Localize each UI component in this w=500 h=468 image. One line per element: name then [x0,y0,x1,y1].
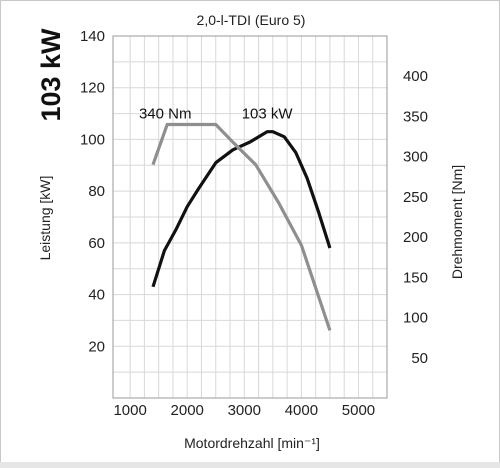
grid [112,35,388,399]
x-tick-label: 4000 [285,402,318,419]
x-tick-label: 1000 [113,402,146,419]
torque-curve [151,122,332,331]
y-left-tick-label: 40 [88,287,105,304]
chart-title: 2,0-l-TDI (Euro 5) [197,12,306,28]
y-right-tick-label: 300 [403,149,428,166]
plot-border [112,35,388,399]
y-right-tick-label: 250 [403,189,428,206]
power-peak-label: 103 kW [242,106,294,123]
y-right-tick-label: 400 [403,68,428,85]
torque-peak-label: 340 Nm [139,105,192,122]
series-group [151,122,332,331]
power-curve [151,130,332,288]
bottom-band [0,462,500,468]
y-left-tick-label: 80 [88,183,105,200]
x-tick-label: 2000 [171,402,204,419]
y-left-tick-label: 140 [80,28,105,45]
y-left-tick-label: 60 [88,235,105,252]
y-axis-right-label: Drehmoment [Nm] [449,165,465,279]
y-left-tick-label: 100 [80,131,105,148]
y-right-tick-label: 350 [403,108,428,125]
y-right-tick-label: 50 [411,350,428,367]
y-axis-left-label: Leistung [kW] [37,176,53,261]
y-left-tick-label: 120 [80,80,105,97]
y-right-tick-label: 200 [403,229,428,246]
x-tick-label: 5000 [342,402,375,419]
annotations: 103 kW 340 Nm [139,105,293,122]
y-left-tick-label: 20 [88,338,105,355]
x-axis-label: Motordrehzahl [min⁻¹] [184,435,320,451]
y-right-tick-label: 100 [403,310,428,327]
big-title: 103 kW [36,28,66,122]
y-right-tick-label: 150 [403,269,428,286]
tick-labels: 1000 2000 3000 4000 5000 20 40 60 80 100 120 140 50 1… [80,28,428,419]
x-tick-label: 3000 [228,402,261,419]
